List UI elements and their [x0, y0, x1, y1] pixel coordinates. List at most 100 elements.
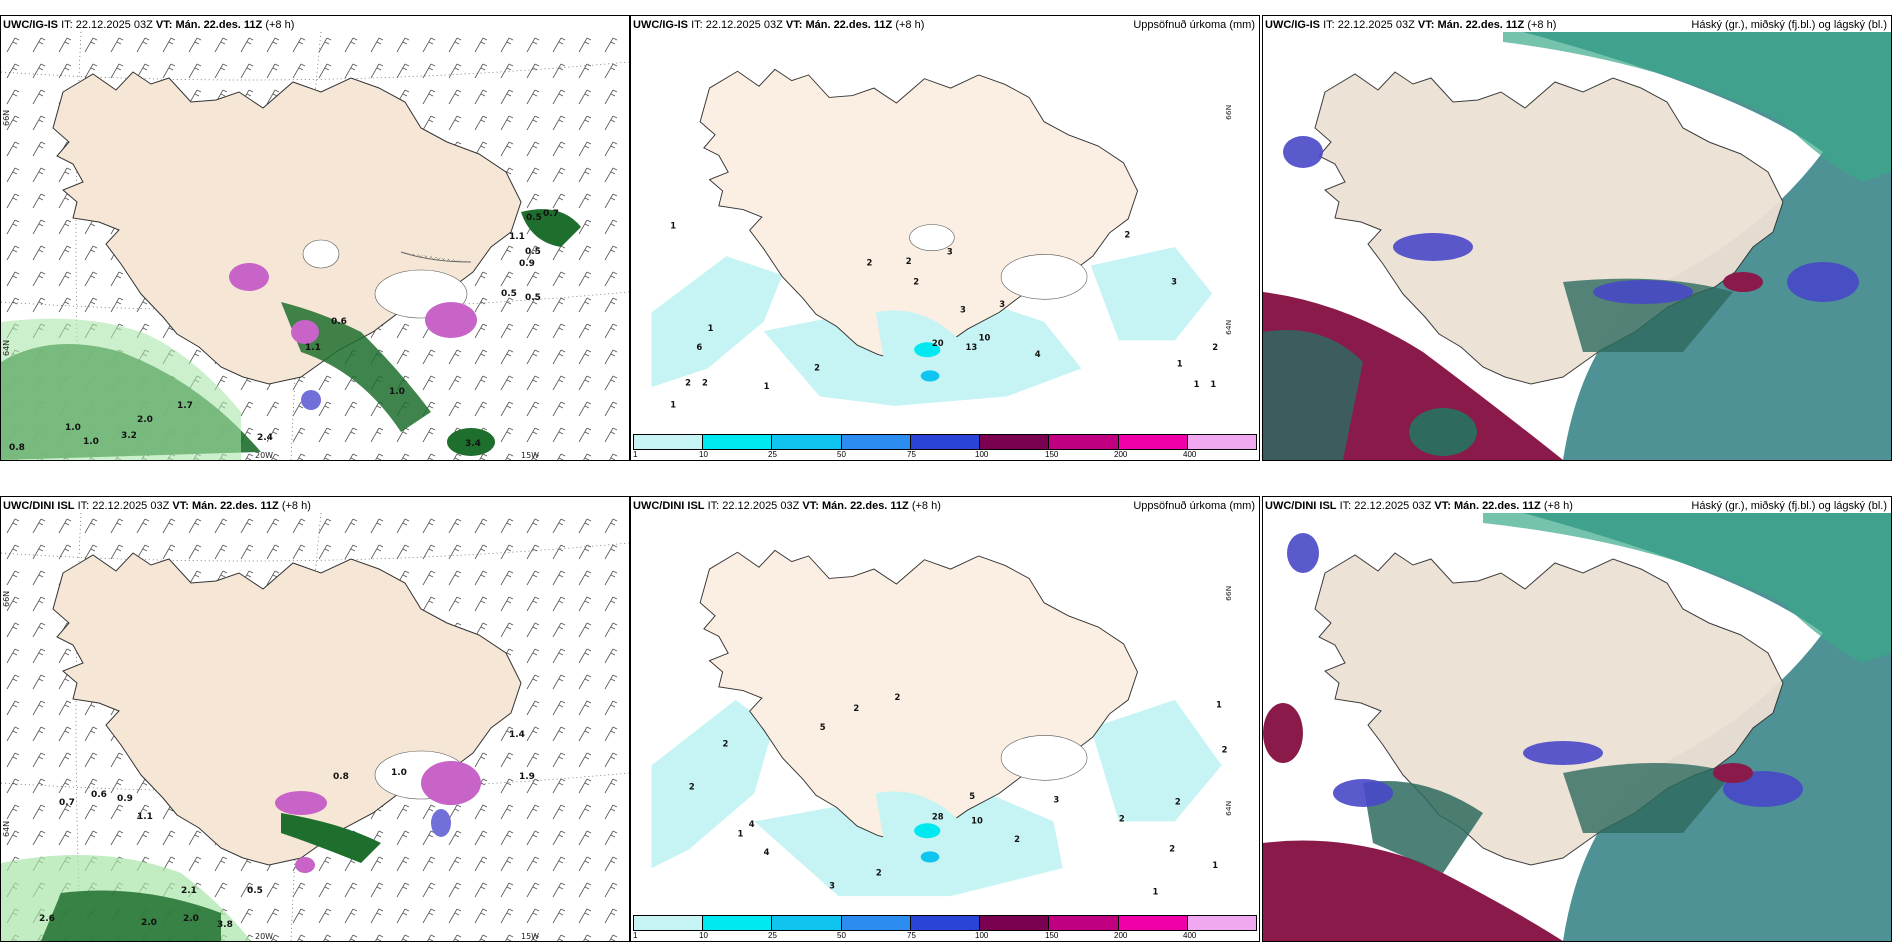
svg-text:2.0: 2.0 — [141, 918, 157, 928]
colorbar-cell — [634, 916, 704, 930]
svg-text:1.0: 1.0 — [391, 768, 407, 778]
precip-colorbar: 1 10 25 50 75 100 150 200 400 — [631, 432, 1259, 460]
svg-text:0.5: 0.5 — [525, 293, 541, 303]
svg-text:3.4: 3.4 — [465, 439, 481, 449]
svg-text:2: 2 — [685, 377, 691, 387]
svg-text:10: 10 — [971, 815, 983, 825]
precip-map[interactable]: 2 2 1 5 4 2 2 3 2 28 10 5 2 4 3 2 2 1 2 … — [631, 513, 1259, 913]
svg-text:1: 1 — [1194, 379, 1200, 389]
svg-text:1.0: 1.0 — [83, 437, 99, 447]
svg-text:2.4: 2.4 — [257, 433, 273, 443]
svg-text:64N: 64N — [1224, 320, 1233, 335]
colorbar-cell — [1187, 916, 1256, 930]
svg-text:3: 3 — [960, 304, 966, 314]
wind-gust-map[interactable]: 0.7 0.6 0.9 1.1 0.8 1.0 2.1 0.5 2.0 2.0 … — [1, 513, 629, 941]
svg-text:3.8: 3.8 — [217, 920, 233, 930]
panel-header: UWC/DINI ISL IT: 22.12.2025 03Z VT: Mán.… — [633, 500, 941, 512]
panel-top-right: UWC/IG-IS IT: 22.12.2025 03Z VT: Mán. 22… — [1262, 15, 1892, 461]
colorbar-tick: 10 — [699, 931, 708, 940]
svg-text:3: 3 — [999, 299, 1005, 309]
svg-text:2.1: 2.1 — [181, 886, 197, 896]
colorbar-cell — [772, 435, 842, 449]
svg-text:1: 1 — [1210, 379, 1216, 389]
svg-text:1: 1 — [764, 381, 770, 391]
svg-text:0.9: 0.9 — [117, 794, 133, 804]
cloud-map[interactable] — [1263, 513, 1891, 941]
svg-text:1: 1 — [708, 323, 714, 333]
colorbar-cell — [980, 916, 1050, 930]
svg-text:1.0: 1.0 — [389, 387, 405, 397]
colorbar-tick: 25 — [768, 931, 777, 940]
svg-text:20: 20 — [932, 338, 944, 348]
colorbar-cell — [703, 916, 773, 930]
svg-text:6: 6 — [696, 342, 702, 352]
colorbar-cell — [772, 916, 842, 930]
svg-text:4: 4 — [749, 819, 755, 829]
panel-title: Uppsöfnuð úrkoma (mm) — [1133, 19, 1255, 31]
panel-title: Uppsöfnuð úrkoma (mm) — [1133, 500, 1255, 512]
panel-bottom-left: UWC/DINI ISL IT: 22.12.2025 03Z VT: Mán.… — [0, 496, 630, 942]
svg-text:2: 2 — [876, 868, 882, 878]
svg-text:66N: 66N — [1224, 105, 1233, 120]
svg-text:1: 1 — [1152, 886, 1158, 896]
colorbar-tick: 75 — [907, 450, 916, 459]
svg-text:2: 2 — [853, 703, 859, 713]
svg-text:1.4: 1.4 — [509, 730, 525, 740]
colorbar-cell — [1187, 435, 1256, 449]
wind-gust-map[interactable]: 0.5 0.7 1.1 0.5 0.9 0.5 0.5 0.6 1.1 1.0 … — [1, 32, 629, 460]
svg-text:3: 3 — [829, 881, 835, 891]
colorbar-cell — [910, 916, 981, 930]
svg-text:20W: 20W — [255, 932, 273, 941]
panel-bottom-right: UWC/DINI ISL IT: 22.12.2025 03Z VT: Mán.… — [1262, 496, 1892, 942]
svg-text:66N: 66N — [2, 110, 11, 126]
svg-text:15W: 15W — [521, 451, 539, 460]
svg-text:2: 2 — [723, 739, 729, 749]
colorbar-tick: 200 — [1114, 450, 1128, 459]
svg-text:2: 2 — [1222, 744, 1228, 754]
svg-text:28: 28 — [932, 812, 944, 822]
precip-map[interactable]: 1 1 2 2 2 3 3 2 20 13 10 3 4 6 2 2 1 1 1… — [631, 32, 1259, 432]
colorbar-cell — [1049, 435, 1119, 449]
colorbar-cell — [980, 435, 1050, 449]
colorbar-cell — [841, 435, 911, 449]
panel-title: Háský (gr.), miðský (fj.bl.) og lágský (… — [1691, 19, 1887, 31]
panel-title: Háský (gr.), miðský (fj.bl.) og lágský (… — [1691, 500, 1887, 512]
svg-text:1.1: 1.1 — [305, 343, 321, 353]
panel-header: UWC/DINI ISL IT: 22.12.2025 03Z VT: Mán.… — [3, 500, 311, 512]
svg-text:20W: 20W — [255, 451, 273, 460]
cloud-map[interactable] — [1263, 32, 1891, 460]
colorbar-tick: 400 — [1183, 450, 1197, 459]
svg-text:1.7: 1.7 — [177, 401, 193, 411]
svg-text:0.6: 0.6 — [331, 317, 347, 327]
svg-text:66N: 66N — [1224, 586, 1233, 601]
svg-text:0.6: 0.6 — [91, 790, 107, 800]
svg-text:4: 4 — [764, 847, 770, 857]
svg-text:2: 2 — [1124, 230, 1130, 240]
colorbar-cell — [1049, 916, 1119, 930]
panel-bottom-middle: UWC/DINI ISL IT: 22.12.2025 03Z VT: Mán.… — [630, 496, 1260, 942]
svg-text:5: 5 — [820, 722, 826, 732]
colorbar-cell — [910, 435, 981, 449]
panel-top-middle: UWC/IG-IS IT: 22.12.2025 03Z VT: Mán. 22… — [630, 15, 1260, 461]
colorbar-tick: 100 — [975, 931, 989, 940]
svg-text:3: 3 — [947, 246, 953, 256]
svg-text:0.8: 0.8 — [9, 443, 25, 453]
svg-text:3: 3 — [1171, 276, 1177, 286]
colorbar-tick: 1 — [633, 450, 638, 459]
svg-text:0.7: 0.7 — [543, 209, 559, 219]
panel-header: UWC/DINI ISL IT: 22.12.2025 03Z VT: Mán.… — [1265, 500, 1573, 512]
svg-text:1: 1 — [1216, 699, 1222, 709]
svg-text:1.1: 1.1 — [137, 812, 153, 822]
svg-text:1: 1 — [1177, 359, 1183, 369]
panel-header: UWC/IG-IS IT: 22.12.2025 03Z VT: Mán. 22… — [3, 19, 295, 31]
colorbar-cell — [841, 916, 911, 930]
colorbar-tick: 1 — [633, 931, 638, 940]
colorbar-tick: 10 — [699, 450, 708, 459]
svg-text:2.6: 2.6 — [39, 914, 55, 924]
svg-text:0.5: 0.5 — [526, 213, 542, 223]
colorbar-tick: 100 — [975, 450, 989, 459]
svg-text:1.1: 1.1 — [509, 232, 525, 242]
svg-text:15W: 15W — [521, 932, 539, 941]
svg-text:0.9: 0.9 — [519, 259, 535, 269]
svg-text:1: 1 — [670, 220, 676, 230]
